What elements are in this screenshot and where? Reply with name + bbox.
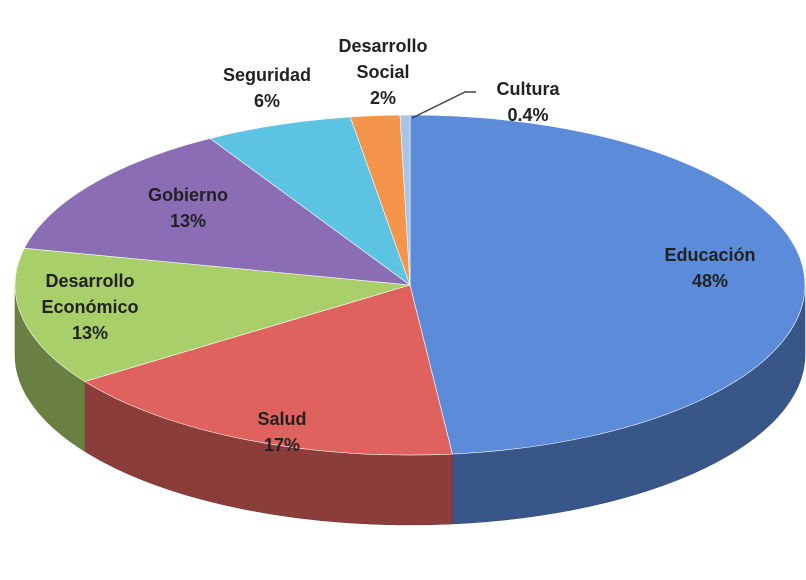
slice-label: Desarrollo Social 2%: [328, 33, 438, 111]
slice-label: Educación 48%: [645, 242, 775, 294]
value-label: 13%: [71, 323, 109, 343]
slice: [14, 247, 411, 382]
slice: [23, 138, 412, 286]
slice: [209, 116, 411, 286]
category-label: Gobierno: [148, 185, 228, 205]
value-label: 48%: [691, 271, 729, 291]
value-label: 6%: [253, 91, 280, 111]
slice: [84, 284, 453, 456]
value-label: 0.4%: [507, 105, 549, 125]
category-label: Cultura: [496, 79, 560, 99]
leader-line: [411, 91, 476, 119]
value-label: 13%: [169, 211, 207, 231]
slice-label: Desarrollo Económico 13%: [30, 268, 150, 346]
value-label: 2%: [369, 88, 396, 108]
category-label: Desarrollo Económico: [41, 271, 139, 317]
value-label: 17%: [263, 435, 301, 455]
category-label: Educación: [664, 245, 756, 265]
category-label: Seguridad: [222, 65, 311, 85]
slice-label: Seguridad 6%: [202, 62, 332, 114]
category-label: Desarrollo Social: [338, 36, 428, 82]
slice-label: Gobierno 13%: [123, 182, 253, 234]
slice-label: Cultura 0.4%: [463, 76, 593, 128]
category-label: Salud: [257, 409, 307, 429]
slice-label: Salud 17%: [217, 406, 347, 458]
slice: [409, 114, 806, 455]
slice: [399, 114, 411, 286]
